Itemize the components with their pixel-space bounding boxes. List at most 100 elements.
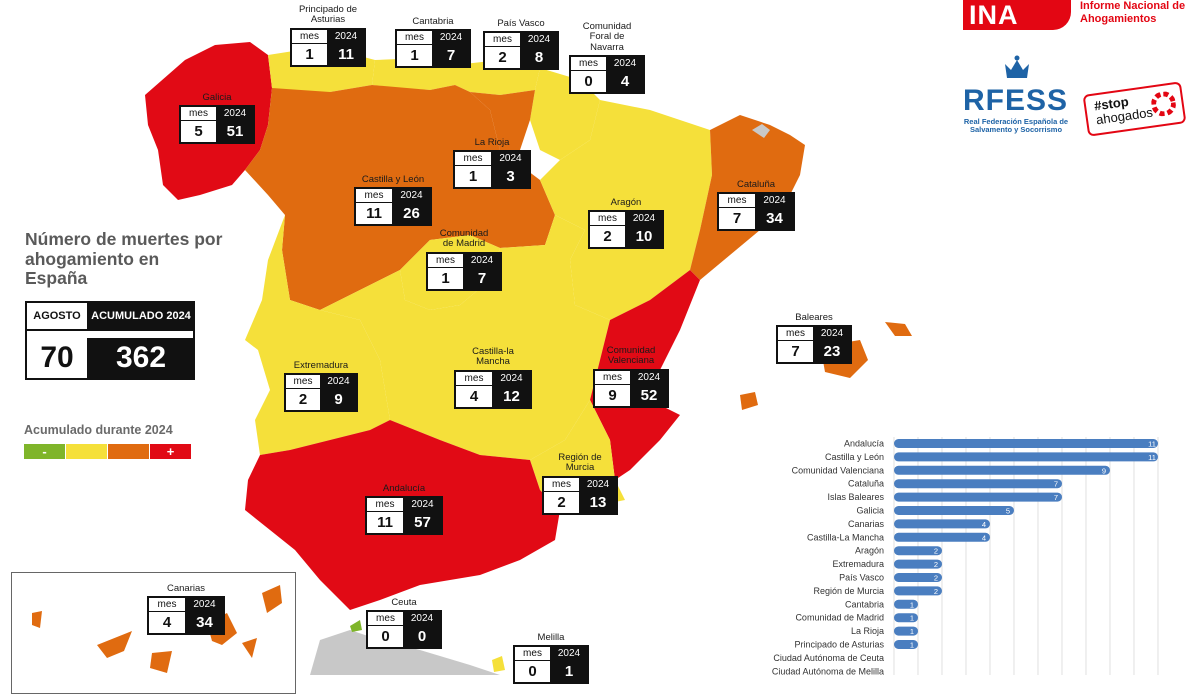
mes-value: 0	[368, 626, 404, 648]
summary-title: Número de muertes por ahogamiento en Esp…	[25, 229, 223, 289]
region-box-la-rioja: La Rioja mes 2024 1 3	[453, 137, 531, 190]
region-name: Baleares	[795, 312, 833, 323]
bar-value: 4	[982, 520, 986, 529]
region-name: Comunidad Valenciana	[606, 345, 656, 367]
region-castilla-la-mancha	[320, 215, 610, 460]
bar	[894, 546, 942, 556]
year-value: 8	[521, 47, 557, 69]
lifebuoy-icon	[1151, 91, 1177, 117]
bar-value: 1	[910, 600, 914, 609]
bar	[894, 479, 1062, 489]
mes-header: mes	[397, 31, 433, 46]
year-header: 2024	[404, 612, 440, 627]
mes-value: 1	[397, 45, 433, 67]
bar-label: Castilla y León	[825, 452, 884, 462]
bar-label: Cataluña	[848, 479, 884, 489]
year-header: 2024	[521, 33, 557, 48]
bar	[894, 626, 918, 636]
region-box-madrid: Comunidad de Madrid mes 2024 1 7	[426, 228, 502, 291]
region-name: País Vasco	[497, 18, 545, 29]
bar	[894, 599, 918, 609]
mes-value: 11	[367, 512, 404, 534]
bar-value: 2	[934, 560, 938, 569]
region-box-andalucia: Andalucía mes 2024 11 57	[365, 483, 443, 536]
year-value: 1	[551, 661, 587, 683]
mes-header: mes	[149, 598, 186, 613]
summary-table: AGOSTO ACUMULADO 2024 70 362	[25, 301, 195, 380]
mes-value: 0	[515, 661, 551, 683]
region-name: La Rioja	[474, 137, 510, 148]
mes-header: mes	[595, 370, 631, 385]
mes-header: mes	[571, 57, 607, 72]
region-name: Ceuta	[391, 597, 417, 608]
mes-header: mes	[292, 29, 328, 44]
year-value: 7	[464, 267, 500, 289]
mes-header: mes	[356, 189, 393, 204]
mes-header: mes	[485, 33, 521, 48]
island-menorca	[885, 322, 912, 336]
year-value: 57	[404, 512, 441, 534]
year-header: 2024	[580, 477, 616, 492]
bar-value: 5	[1006, 507, 1010, 516]
year-header: 2024	[464, 253, 500, 268]
mes-value: 0	[571, 71, 607, 93]
stop-ahogados-badge: #stop ahogados	[1082, 81, 1187, 137]
year-value: 10	[626, 226, 662, 248]
mes-value: 7	[778, 341, 814, 363]
year-value: 11	[328, 43, 364, 65]
bar	[894, 586, 942, 596]
year-header: 2024	[404, 498, 441, 513]
legend-title: Acumulado durante 2024	[24, 423, 173, 437]
region-name: Galicia	[202, 92, 232, 103]
year-value: 26	[393, 203, 430, 225]
mes-header: mes	[719, 194, 756, 209]
bar-label: Región de Murcia	[813, 586, 884, 596]
mes-header: mes	[428, 253, 464, 268]
bar-value: 11	[1148, 440, 1156, 449]
bar-label: Castilla-La Mancha	[807, 532, 884, 542]
year-value: 34	[756, 208, 793, 230]
mes-header: mes	[515, 647, 551, 662]
mes-value: 1	[455, 166, 492, 188]
bar	[894, 519, 990, 529]
region-aragon	[540, 100, 712, 320]
bar-label: Cantabria	[845, 599, 884, 609]
mes-header: mes	[368, 612, 404, 627]
mes-header: mes	[455, 152, 492, 167]
rfess-subtitle: Real Federación Española de Salvamento y…	[963, 117, 1069, 135]
region-box-extremadura: Extremadura mes 2024 2 9	[284, 360, 358, 413]
bar	[894, 532, 990, 542]
bar-value: 7	[1054, 480, 1058, 489]
region-box-aragon: Aragón mes 2024 2 10	[588, 197, 664, 250]
bar	[894, 613, 918, 623]
region-melilla	[492, 656, 505, 672]
bar	[894, 640, 918, 649]
legend-low: -	[24, 444, 65, 459]
year-header: 2024	[217, 107, 253, 122]
mes-header: mes	[778, 327, 814, 342]
year-header: 2024	[607, 57, 643, 72]
region-ceuta	[350, 620, 362, 632]
bar-value: 1	[910, 627, 914, 636]
year-value: 34	[186, 612, 223, 634]
year-header: 2024	[321, 375, 356, 390]
bar-value: 4	[982, 533, 986, 542]
bar-label: Comunidad Valenciana	[792, 465, 884, 475]
bar-value: 2	[934, 574, 938, 583]
mes-value: 7	[719, 208, 756, 230]
region-name: Cantabria	[412, 16, 454, 27]
legend: - +	[24, 444, 192, 459]
region-box-ceuta: Ceuta mes 2024 0 0	[366, 597, 442, 650]
bar-value: 9	[1102, 466, 1106, 475]
bar	[894, 573, 942, 582]
year-header: 2024	[393, 189, 430, 204]
mes-header: mes	[286, 375, 321, 390]
rfess-logo: RFESS	[963, 84, 1069, 117]
year-value: 9	[321, 389, 356, 411]
andorra-area	[752, 124, 770, 138]
bar-label: Comunidad de Madrid	[795, 613, 884, 623]
mes-value: 5	[181, 121, 217, 143]
summary-month-value: 70	[27, 337, 89, 378]
year-value: 0	[404, 626, 440, 648]
